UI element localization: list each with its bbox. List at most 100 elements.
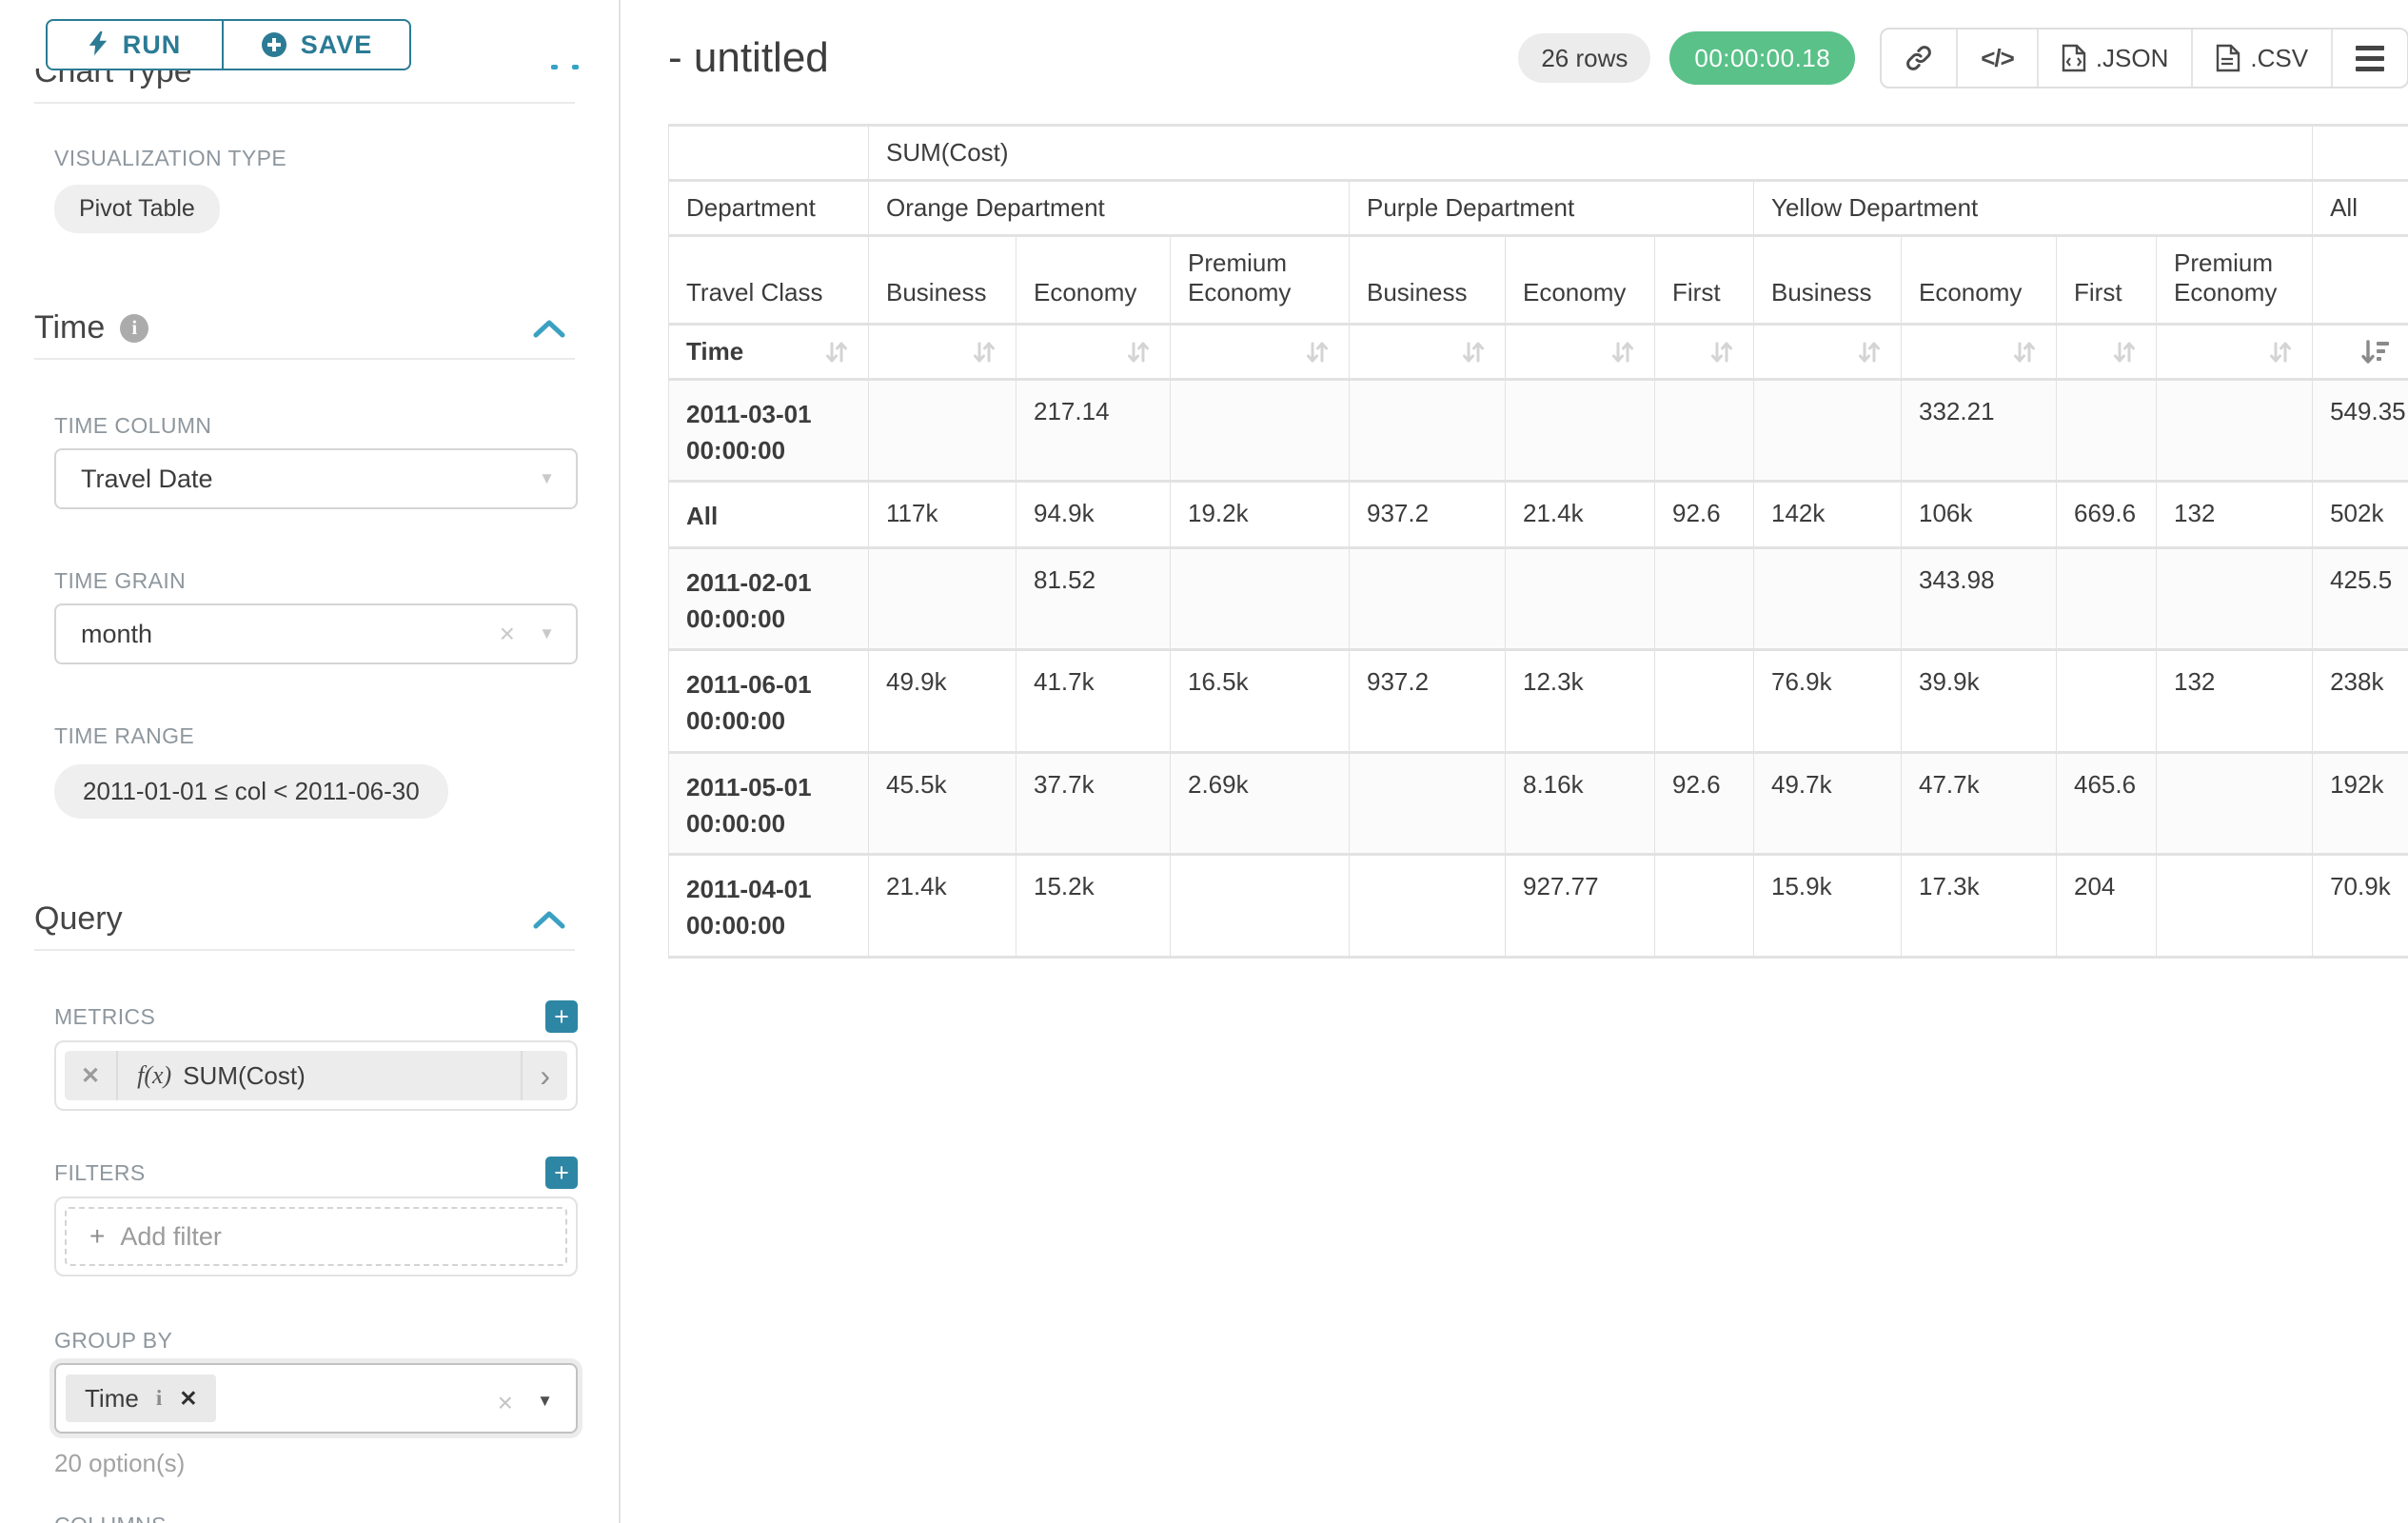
query-section-header: Query [34, 900, 575, 938]
remove-metric-icon[interactable]: ✕ [65, 1051, 118, 1100]
view-query-button[interactable]: </> [1956, 30, 2037, 87]
pivot-sort-cell [2057, 325, 2157, 380]
add-filter-button[interactable]: + [545, 1157, 578, 1189]
caret-down-icon[interactable]: ▼ [537, 1392, 553, 1411]
pivot-value-cell: 12.3k [1506, 650, 1655, 752]
tag-label: Time [85, 1384, 139, 1414]
time-column-label: TIME COLUMN [54, 413, 575, 439]
chevron-up-icon[interactable] [533, 910, 565, 929]
row-header: 2011-02-0100:00:00 [669, 548, 869, 650]
pivot-data-row: 2011-06-0100:00:0049.9k41.7k16.5k937.212… [669, 650, 2408, 752]
add-metric-button[interactable]: + [545, 1000, 578, 1033]
remove-tag-icon[interactable]: ✕ [179, 1386, 197, 1412]
pivot-value-cell [1171, 548, 1350, 650]
chevron-right-icon[interactable]: › [521, 1051, 567, 1100]
run-button[interactable]: RUN [46, 19, 223, 70]
travel-class-header: First [1655, 236, 1754, 325]
travel-class-header: Business [1754, 236, 1902, 325]
chevron-up-icon[interactable] [533, 319, 565, 338]
row-header: 2011-03-0100:00:00 [669, 380, 869, 482]
pivot-value-cell: 217.14 [1016, 380, 1171, 482]
more-menu-button[interactable] [2331, 30, 2407, 87]
pivot-value-cell: 81.52 [1016, 548, 1171, 650]
pivot-sort-cell [1754, 325, 1902, 380]
time-column-select[interactable]: Travel Date [54, 448, 578, 509]
sort-icon[interactable] [1707, 339, 1736, 366]
pivot-sort-cell [869, 325, 1016, 380]
sort-icon[interactable] [1609, 339, 1637, 366]
chart-title[interactable]: - untitled [668, 34, 829, 82]
pivot-value-cell: 425.5 [2313, 548, 2408, 650]
pivot-value-cell: 92.6 [1655, 752, 1754, 854]
department-row-label: Department [669, 181, 869, 236]
pivot-value-cell [1655, 855, 1754, 957]
add-filter-label: Add filter [120, 1222, 222, 1252]
viz-type-pill[interactable]: Pivot Table [54, 185, 220, 233]
section-heading-time: Time [34, 309, 105, 346]
clear-icon[interactable]: × [498, 1388, 513, 1418]
pivot-value-cell: 21.4k [1506, 482, 1655, 548]
pivot-value-cell: 16.5k [1171, 650, 1350, 752]
row-header: 2011-04-0100:00:00 [669, 855, 869, 957]
sort-icon[interactable] [2010, 339, 2039, 366]
pivot-value-cell: 49.7k [1754, 752, 1902, 854]
copy-link-button[interactable] [1882, 30, 1956, 87]
add-filter-dropzone[interactable]: + Add filter [65, 1207, 567, 1266]
sort-icon[interactable] [2266, 339, 2295, 366]
pivot-value-cell: 19.2k [1171, 482, 1350, 548]
pivot-table-container: SUM(Cost)DepartmentOrange DepartmentPurp… [668, 124, 2408, 959]
metrics-box: ✕ f(x) SUM(Cost) › [54, 1040, 578, 1111]
pivot-data-row: 2011-02-0100:00:0081.52343.98425.5 [669, 548, 2408, 650]
filters-label: FILTERS [54, 1160, 146, 1186]
sort-desc-icon[interactable] [2360, 339, 2391, 366]
metric-label: SUM(Cost) [183, 1061, 306, 1091]
caret-down-icon[interactable]: ▼ [539, 469, 555, 488]
sort-icon[interactable] [822, 339, 851, 366]
pivot-value-cell: 549.35 [2313, 380, 2408, 482]
pivot-value-cell [2157, 855, 2313, 957]
metric-pill[interactable]: ✕ f(x) SUM(Cost) › [65, 1051, 567, 1100]
pivot-value-cell [1350, 752, 1506, 854]
pivot-value-cell [1655, 548, 1754, 650]
pivot-value-cell: 41.7k [1016, 650, 1171, 752]
export-json-button[interactable]: .JSON [2037, 30, 2192, 87]
caret-down-icon[interactable]: ▼ [539, 624, 555, 643]
clear-icon[interactable]: × [500, 619, 515, 649]
pivot-sort-cell [1350, 325, 1506, 380]
pivot-value-cell: 15.9k [1754, 855, 1902, 957]
section-divider [34, 102, 575, 104]
row-header: 2011-05-0100:00:00 [669, 752, 869, 854]
row-header: All [669, 482, 869, 548]
sort-icon[interactable] [1459, 339, 1488, 366]
pivot-data-row: All117k94.9k19.2k937.221.4k92.6142k106k6… [669, 482, 2408, 548]
travel-class-header: First [2057, 236, 2157, 325]
sort-icon[interactable] [970, 339, 998, 366]
pivot-value-cell [2057, 650, 2157, 752]
department-header: Orange Department [869, 181, 1350, 236]
travel-class-header [2313, 236, 2408, 325]
sort-icon[interactable] [1124, 339, 1153, 366]
section-divider [34, 358, 575, 360]
time-range-pill[interactable]: 2011-01-01 ≤ col < 2011-06-30 [54, 764, 448, 819]
travel-class-header: Economy [1506, 236, 1655, 325]
control-panel: RUN SAVE Chart Type VISUALIZATION TYPE P… [0, 0, 621, 1523]
pivot-value-cell: 937.2 [1350, 482, 1506, 548]
pivot-value-cell: 76.9k [1754, 650, 1902, 752]
pivot-value-cell: 15.2k [1016, 855, 1171, 957]
save-button[interactable]: SAVE [223, 19, 411, 70]
pivot-value-cell [869, 548, 1016, 650]
group-by-select[interactable]: Time i ✕ × ▼ [54, 1363, 578, 1434]
time-range-label: TIME RANGE [54, 723, 575, 749]
info-icon[interactable]: i [120, 314, 148, 343]
sort-icon[interactable] [1855, 339, 1884, 366]
group-by-tag: Time i ✕ [66, 1375, 216, 1422]
export-csv-button[interactable]: .CSV [2191, 30, 2331, 87]
sort-icon[interactable] [1303, 339, 1332, 366]
info-icon[interactable]: i [156, 1386, 162, 1411]
panel-resize-handle[interactable] [551, 65, 579, 69]
pivot-sort-cell [1506, 325, 1655, 380]
sort-icon[interactable] [2110, 339, 2139, 366]
code-icon: </> [1981, 44, 2014, 73]
pivot-corner-cell [669, 126, 869, 181]
export-json-label: .JSON [2096, 44, 2169, 73]
